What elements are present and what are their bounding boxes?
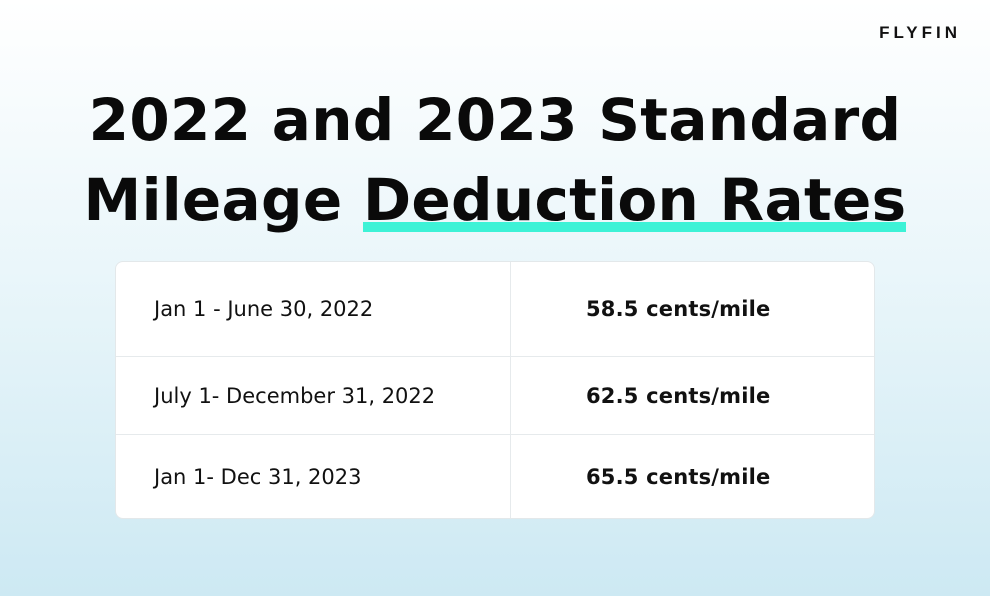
title-line-1: 2022 and 2023 Standard — [88, 86, 902, 154]
flyfin-logo: FLYFIN — [879, 23, 961, 42]
title-line-2: Mileage Deduction Rates — [0, 160, 990, 240]
rate-cell: 58.5 cents/mile — [586, 297, 771, 321]
title-plain-text: Mileage — [83, 166, 363, 234]
table-row: Jan 1- Dec 31, 2023 65.5 cents/mile — [116, 435, 874, 518]
period-cell: Jan 1- Dec 31, 2023 — [116, 435, 511, 518]
mileage-rates-table: Jan 1 - June 30, 2022 58.5 cents/mile Ju… — [115, 261, 875, 519]
period-cell: July 1- December 31, 2022 — [116, 357, 511, 434]
table-row: Jan 1 - June 30, 2022 58.5 cents/mile — [116, 262, 874, 357]
page-title: 2022 and 2023 Standard Mileage Deduction… — [0, 80, 990, 240]
rate-cell: 62.5 cents/mile — [586, 383, 771, 408]
period-cell: Jan 1 - June 30, 2022 — [116, 262, 511, 356]
title-highlight-text: Deduction Rates — [362, 160, 907, 240]
rate-cell: 65.5 cents/mile — [586, 464, 771, 489]
table-row: July 1- December 31, 2022 62.5 cents/mil… — [116, 357, 874, 435]
